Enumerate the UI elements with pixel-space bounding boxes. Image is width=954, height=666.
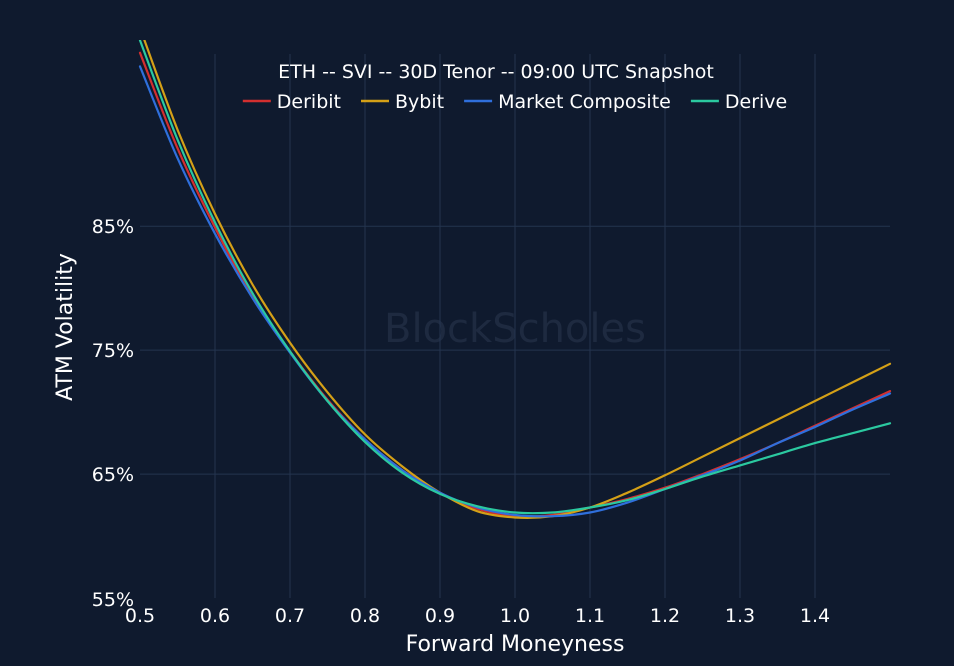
y-tick-label: 55%	[92, 589, 134, 611]
grid	[140, 54, 890, 598]
x-tick-label: 0.5	[125, 605, 155, 627]
legend-item-bybit[interactable]: Bybit	[361, 91, 444, 113]
legend-label: Market Composite	[498, 91, 671, 113]
x-tick-label: 0.6	[200, 605, 230, 627]
y-axis-ticks: 55% 65% 75% 85%	[92, 216, 134, 611]
y-tick-label: 65%	[92, 464, 134, 486]
legend-item-derive[interactable]: Derive	[690, 91, 787, 113]
x-tick-label: 1.3	[725, 605, 755, 627]
y-tick-label: 85%	[92, 216, 134, 238]
series-line-derive	[138, 40, 892, 515]
chart-title: ETH -- SVI -- 30D Tenor -- 09:00 UTC Sna…	[278, 61, 714, 83]
legend-item-market-composite[interactable]: Market Composite	[464, 91, 671, 113]
legend: Deribit Bybit Market Composite Derive	[242, 91, 787, 113]
x-tick-label: 1.2	[650, 605, 680, 627]
series-line-market-composite	[138, 65, 892, 518]
x-axis-ticks: 0.5 0.6 0.7 0.8 0.9 1.0 1.1 1.2 1.3 1.4	[125, 605, 830, 627]
series-line-bybit	[143, 40, 892, 519]
legend-label: Deribit	[277, 91, 341, 113]
y-tick-label: 75%	[92, 340, 134, 362]
legend-label: Bybit	[395, 91, 444, 113]
x-tick-label: 1.0	[500, 605, 530, 627]
legend-item-deribit[interactable]: Deribit	[242, 91, 341, 113]
x-axis-label: Forward Moneyness	[406, 632, 625, 657]
x-tick-label: 0.9	[425, 605, 455, 627]
y-axis-label: ATM Volatility	[53, 253, 78, 401]
x-tick-label: 1.4	[800, 605, 830, 627]
legend-label: Derive	[725, 91, 787, 113]
x-tick-label: 0.7	[275, 605, 305, 627]
x-tick-label: 1.1	[575, 605, 605, 627]
x-tick-label: 0.8	[350, 605, 380, 627]
series-layer	[138, 40, 892, 519]
